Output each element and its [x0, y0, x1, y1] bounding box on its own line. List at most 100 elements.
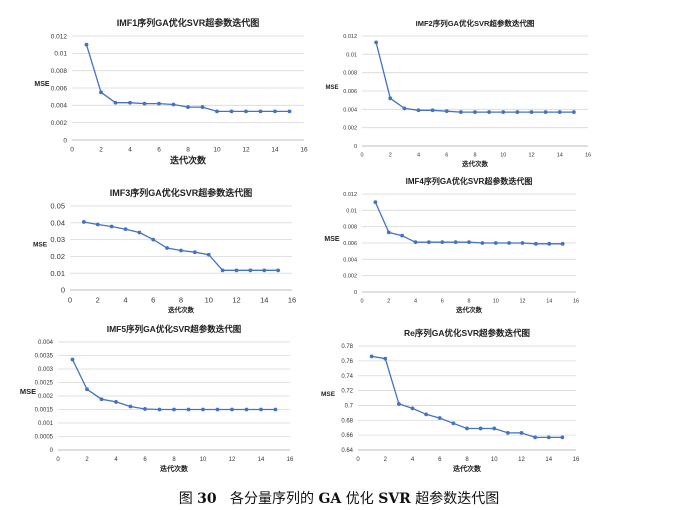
re-xtick-label: 2 [384, 457, 388, 463]
imf5-xtick-label: 12 [229, 457, 236, 463]
imf4-data-point [480, 241, 485, 245]
imf1-xtick-label: 4 [128, 147, 132, 154]
caption-label: 图 [178, 491, 193, 507]
imf4-data-point [467, 240, 471, 245]
imf1-xtick-label: 10 [213, 147, 221, 154]
imf1-data-point [244, 109, 248, 114]
imf1-data-point [273, 109, 277, 114]
chart-imf2: IMF2序列GA优化SVR超参数迭代图 0 0.002 0.004 0.006 0.008… [325, 12, 612, 172]
imf4-data-point [520, 241, 525, 245]
imf3-title: IMF3序列GA优化SVR超参数迭代图 [110, 187, 253, 198]
imf4-xtick-label: 0 [360, 299, 363, 305]
imf2-ytick-label: 0.01 [346, 52, 357, 58]
imf3-ytick-label: 0.02 [50, 252, 65, 261]
re-ytick-label: 0.7 [345, 404, 354, 410]
imf4-data-point [440, 240, 445, 245]
imf3-data-point [276, 268, 281, 273]
imf4-xtick-label: 10 [493, 299, 499, 305]
re-data-point [369, 354, 374, 359]
imf2-series-line [375, 42, 574, 113]
imf1-data-point [99, 90, 103, 95]
re-data-point [383, 356, 388, 361]
chart-imf3: IMF3序列GA优化SVR超参数迭代图 0 0.01 0.02 0.03 0.04 0.05… [22, 180, 312, 320]
imf2-xtick-label: 2 [389, 153, 392, 159]
imf1-xtick-label: 8 [186, 147, 190, 154]
chart-imf2-svg: IMF2序列GA优化SVR超参数迭代图 0 0.002 0.004 0.006 0.008… [325, 18, 591, 168]
imf5-data-point [172, 407, 176, 412]
re-xtick-label: 6 [438, 457, 442, 463]
imf1-data-point [171, 102, 176, 107]
re-xlabel: 迭代次数 [453, 464, 482, 473]
imf3-xtick-label: 4 [123, 296, 127, 305]
imf4-data-point [507, 241, 512, 245]
imf1-data-point [142, 101, 147, 106]
imf3-ytick-label: 0 [61, 286, 65, 295]
imf3-data-point [109, 224, 114, 229]
imf4-data-point [493, 241, 498, 245]
imf5-ytick-label: 0.004 [38, 340, 54, 346]
imf5-ytick-label: 0.0025 [35, 381, 54, 387]
re-data-point [505, 431, 510, 435]
imf4-data-point [400, 233, 405, 238]
imf3-ytick-label: 0.05 [50, 202, 65, 211]
imf1-ylabel: MSE [34, 81, 50, 88]
re-data-point [396, 402, 401, 406]
imf2-xtick-label: 10 [500, 153, 506, 159]
imf3-data-point [151, 237, 156, 242]
imf1-ytick-label: 0 [63, 137, 67, 144]
imf1-data-point [84, 42, 89, 47]
imf5-xtick-label: 4 [114, 457, 118, 463]
re-xtick-label: 10 [491, 457, 498, 463]
imf5-xtick-label: 14 [258, 457, 265, 463]
imf4-title: IMF4序列GA优化SVR超参数迭代图 [406, 176, 533, 186]
imf2-ytick-label: 0.006 [343, 89, 357, 95]
imf5-series-line [71, 359, 276, 411]
imf2-ytick-label: 0.002 [343, 126, 357, 132]
imf4-ytick-label: 0.01 [346, 208, 357, 214]
imf4-ytick-label: 0 [354, 290, 357, 296]
imf1-ytick-label: 0.002 [51, 120, 68, 127]
re-title: Re序列GA优化SVR超参数迭代图 [404, 328, 530, 338]
imf5-data-point [70, 357, 75, 362]
imf5-data-point [85, 387, 89, 392]
imf3-ytick-label: 0.01 [50, 269, 65, 278]
imf3-xtick-label: 6 [151, 296, 155, 305]
imf2-ylabel: MSE [325, 85, 338, 91]
chart-imf1-svg: IMF1序列GA优化SVR超参数迭代图 0 0.002 0.004 0.006 0.008… [34, 17, 308, 166]
imf1-xtick-label: 14 [271, 147, 279, 154]
re-xtick-label: 14 [545, 457, 552, 463]
imf2-data-point [402, 106, 407, 111]
imf2-xtick-label: 4 [417, 153, 420, 159]
imf3-ytick-label: 0.03 [50, 235, 65, 244]
imf1-ytick-label: 0.004 [51, 103, 68, 110]
imf4-ytick-label: 0.006 [343, 241, 357, 247]
re-data-point [465, 426, 469, 431]
imf2-ytick-label: 0.004 [343, 107, 357, 113]
imf5-data-point [215, 407, 220, 412]
imf5-data-point [143, 407, 147, 411]
re-xtick-label: 8 [465, 457, 469, 463]
imf5-data-point [259, 407, 263, 412]
re-ytick-label: 0.64 [341, 448, 353, 454]
imf3-data-point [248, 268, 253, 273]
chart-imf4: IMF4序列GA优化SVR超参数迭代图 0 0.002 0.004 0.006 0.008… [318, 172, 600, 320]
imf3-series-line [83, 221, 279, 271]
imf4-xtick-label: 16 [573, 299, 579, 305]
imf2-ytick-label: 0.012 [343, 34, 357, 40]
imf1-xlabel: 迭代次数 [170, 155, 207, 166]
imf1-data-point [113, 100, 118, 105]
imf2-data-point [473, 110, 477, 114]
imf4-data-point [426, 240, 431, 245]
re-data-point [546, 435, 551, 440]
re-ytick-label: 0.66 [341, 433, 353, 439]
imf1-xtick-label: 6 [157, 147, 161, 154]
imf1-ytick-label: 0.006 [51, 85, 68, 92]
imf3-data-point [81, 220, 86, 224]
imf3-data-point [95, 222, 100, 227]
imf4-xtick-label: 4 [414, 299, 417, 305]
imf5-xtick-label: 0 [56, 457, 60, 463]
re-data-point [478, 426, 483, 431]
imf3-xlabel: 迭代次数 [168, 305, 195, 314]
imf4-ytick-label: 0.012 [343, 192, 357, 198]
imf2-data-point [529, 110, 534, 114]
